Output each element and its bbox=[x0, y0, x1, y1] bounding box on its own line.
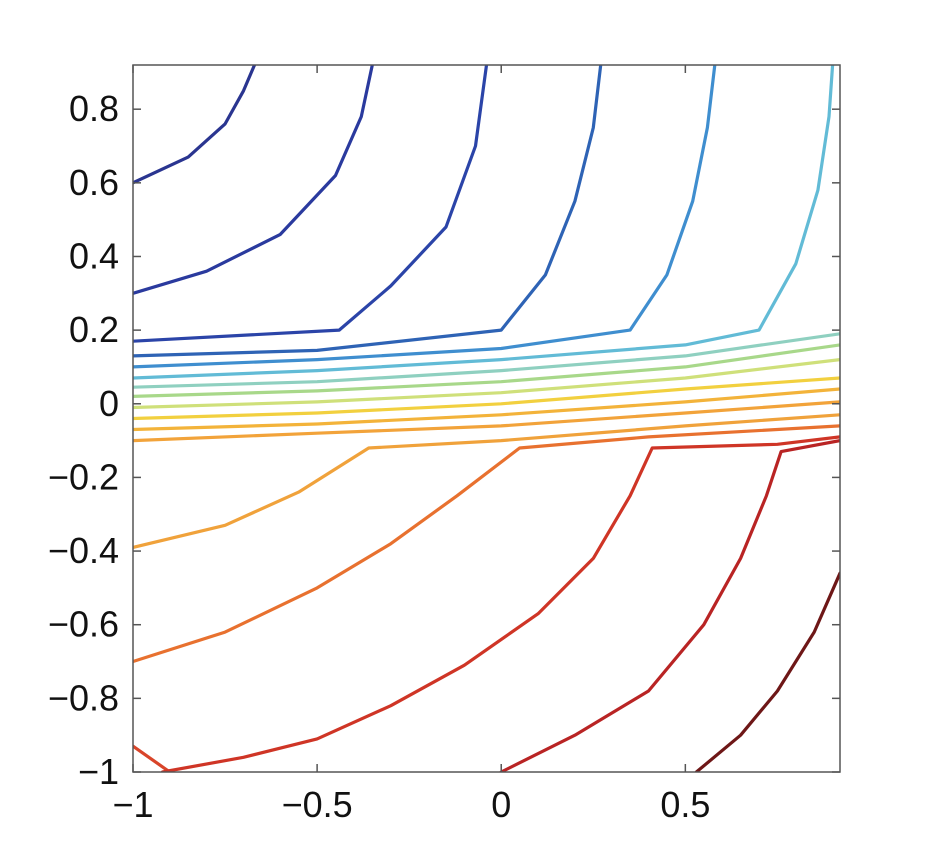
x-tick-label-2: 0 bbox=[491, 784, 511, 825]
x-tick-label-3: 0.5 bbox=[660, 784, 710, 825]
contour-line-2 bbox=[133, 65, 374, 295]
contour-line-15 bbox=[133, 744, 172, 772]
contour-line-14 bbox=[133, 424, 840, 664]
y-tick-label-3: 0.2 bbox=[69, 309, 119, 350]
contour-line-11 bbox=[133, 387, 840, 432]
x-tick-label-0: −1 bbox=[112, 784, 153, 825]
contour-line-17 bbox=[499, 439, 840, 772]
plot-area bbox=[132, 64, 841, 773]
contour-line-7 bbox=[133, 332, 840, 389]
y-tick-label-4: 0 bbox=[99, 383, 119, 424]
contour-line-9 bbox=[133, 358, 840, 410]
x-axis: −1 −0.5 0 0.5 bbox=[112, 65, 710, 825]
contour-line-3 bbox=[133, 65, 489, 343]
y-tick-label-9: −1 bbox=[78, 751, 119, 792]
contour-line-8 bbox=[133, 343, 840, 398]
contour-line-16 bbox=[160, 435, 840, 772]
contour-line-10 bbox=[133, 376, 840, 421]
y-tick-label-0: 0.8 bbox=[69, 88, 119, 129]
y-tick-label-8: −0.8 bbox=[48, 677, 119, 718]
contour-lines bbox=[133, 65, 840, 772]
plot-frame bbox=[132, 64, 841, 773]
contour-line-5 bbox=[133, 65, 717, 369]
y-tick-label-6: −0.4 bbox=[48, 530, 119, 571]
contour-line-13 bbox=[133, 413, 840, 549]
contour-line-12 bbox=[133, 400, 840, 443]
contour-line-4 bbox=[133, 65, 603, 358]
y-tick-label-1: 0.6 bbox=[69, 162, 119, 203]
y-tick-label-7: −0.6 bbox=[48, 604, 119, 645]
contour-line-6 bbox=[133, 65, 835, 380]
contour-line-1 bbox=[133, 65, 257, 185]
y-tick-label-2: 0.4 bbox=[69, 235, 119, 276]
y-tick-label-5: −0.2 bbox=[48, 456, 119, 497]
y-axis: 0.8 0.6 0.4 0.2 0 −0.2 −0.4 −0.6 −0.8 −1 bbox=[48, 88, 840, 792]
x-tick-label-1: −0.5 bbox=[282, 784, 353, 825]
contour-line-18 bbox=[694, 571, 840, 772]
